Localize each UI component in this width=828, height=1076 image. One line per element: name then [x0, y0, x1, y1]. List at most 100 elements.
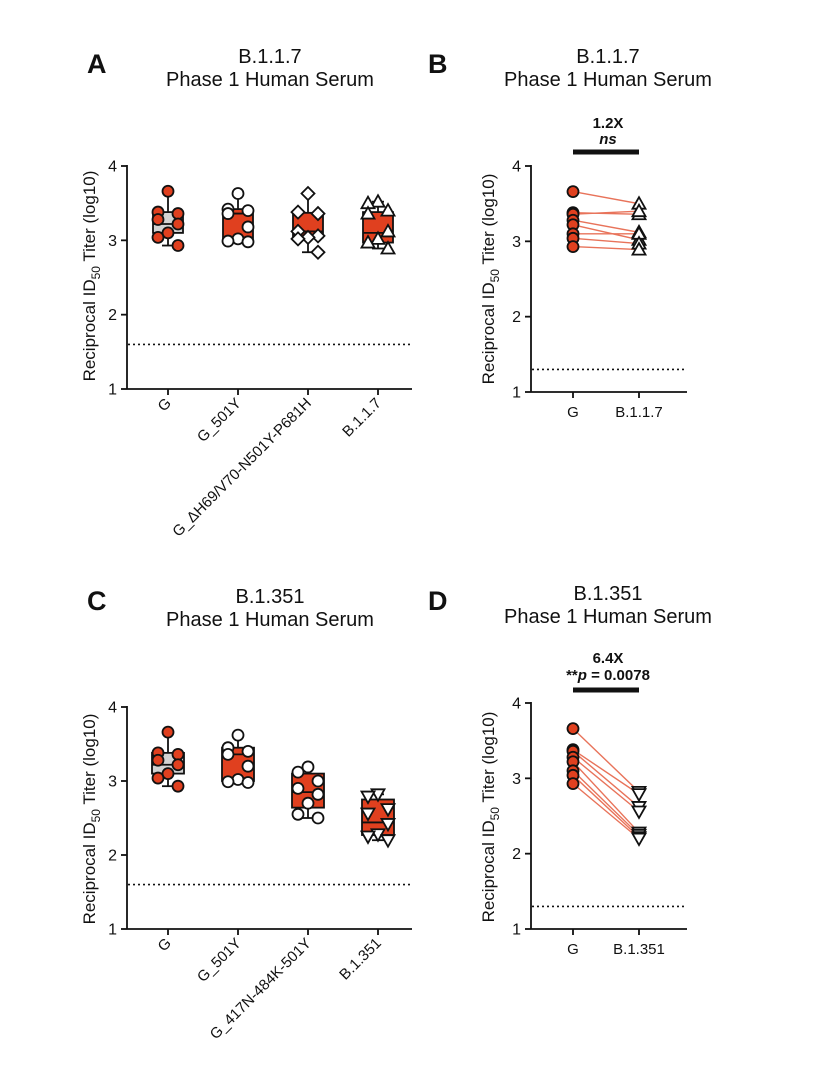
pair-line [572, 728, 640, 793]
data-point [379, 202, 397, 217]
data-point [291, 782, 305, 795]
panel-a-y-axis-label: Reciprocal ID50 Titer (log10) [80, 171, 103, 382]
data-point [630, 832, 648, 847]
pair-line [572, 749, 640, 795]
x-tick-label: B.1.1.7 [339, 395, 385, 441]
data-point [359, 205, 377, 220]
y-tick-label: 2 [512, 309, 521, 326]
x-tick-label: B.1.351 [336, 935, 385, 984]
y-tick-label: 4 [108, 700, 117, 717]
data-point [359, 807, 377, 822]
data-point [291, 807, 305, 821]
panel-letter-a: A [87, 49, 107, 79]
y-tick-label: 4 [512, 159, 521, 176]
y-axis-label-text: Reciprocal ID [80, 279, 99, 381]
y-axis-label-subscript: 50 [488, 269, 502, 283]
y-tick-label: 3 [512, 771, 521, 788]
data-point [379, 223, 397, 238]
data-point [290, 204, 306, 220]
data-point [311, 774, 325, 788]
data-point [310, 244, 326, 260]
data-point [379, 818, 397, 833]
panel-d-significance-p: p [577, 667, 587, 684]
data-point [161, 725, 175, 739]
data-point [300, 229, 316, 246]
pair-line [572, 750, 640, 808]
pair-line [572, 761, 640, 834]
data-point [359, 790, 377, 805]
y-tick-label: 2 [512, 846, 521, 863]
y-axis-label-text: Titer (log10) [479, 712, 498, 807]
panel-d-y-axis-label: Reciprocal ID50 Titer (log10) [479, 712, 502, 923]
data-point [151, 230, 165, 244]
panel-d: D B.1.351 Phase 1 Human Serum Reciprocal… [428, 583, 712, 958]
data-point [290, 231, 306, 247]
y-axis-label-subscript: 50 [89, 266, 103, 280]
y-axis-label-text: Reciprocal ID [479, 282, 498, 384]
data-point [301, 760, 315, 774]
data-point [379, 834, 397, 849]
data-point [301, 796, 315, 810]
data-point [359, 830, 377, 845]
data-point [221, 747, 235, 761]
panel-d-significance: **p = 0.0078 [566, 667, 650, 684]
panel-b-title-line1: B.1.1.7 [576, 46, 639, 68]
panel-d-plot: 1 2 3 4 G B.1.351 [512, 687, 687, 958]
x-tick-label: G [155, 935, 175, 955]
data-point [630, 788, 648, 803]
pair-line [572, 212, 640, 215]
panel-c: C B.1.351 Phase 1 Human Serum Reciprocal… [80, 586, 412, 1043]
y-tick-label: 3 [108, 774, 117, 791]
x-tick-label: G_501Y [194, 935, 245, 986]
panel-d-title-line2: Phase 1 Human Serum [504, 606, 712, 628]
data-point [566, 722, 580, 736]
pair-line [572, 210, 640, 215]
data-point [221, 775, 235, 789]
data-point [171, 217, 185, 231]
pair-line [572, 774, 640, 838]
y-axis-label-text: Titer (log10) [479, 174, 498, 269]
data-point [566, 185, 580, 199]
panel-letter-c: C [87, 586, 107, 616]
y-tick-label: 1 [512, 385, 521, 402]
y-tick-label: 1 [512, 922, 521, 939]
data-point [231, 187, 245, 200]
data-point [241, 776, 255, 789]
data-point [151, 213, 165, 226]
panel-letter-b: B [428, 49, 448, 79]
data-point [171, 758, 185, 772]
data-point [241, 220, 255, 234]
panel-a-title-line2: Phase 1 Human Serum [166, 69, 374, 91]
data-point [241, 204, 255, 218]
x-tick-label: G_501Y [194, 395, 245, 446]
x-tick-label: G_ΔH69/V70-N501Y-P681H [169, 395, 314, 540]
pair-line [572, 783, 640, 840]
data-point [171, 239, 185, 252]
data-point [311, 811, 325, 825]
y-tick-label: 2 [108, 307, 117, 324]
y-axis-label-text: Titer (log10) [80, 171, 99, 266]
x-tick-label: G [567, 404, 579, 421]
data-point [151, 771, 165, 785]
pair-line [572, 770, 640, 836]
data-point [310, 205, 326, 222]
x-tick-label: B.1.351 [613, 941, 665, 958]
y-tick-label: 1 [108, 922, 117, 939]
pair-line [572, 237, 640, 245]
panel-letter-d: D [428, 586, 448, 616]
data-point [171, 747, 185, 761]
y-tick-label: 1 [108, 382, 117, 399]
data-point [241, 235, 255, 249]
panel-d-fold-change: 6.4X [593, 650, 624, 667]
data-point [379, 240, 397, 255]
panel-b: B B.1.1.7 Phase 1 Human Serum Reciprocal… [428, 46, 712, 421]
pair-line [572, 245, 640, 251]
y-tick-label: 4 [108, 159, 117, 176]
panel-d-title-line1: B.1.351 [574, 583, 643, 605]
panel-b-title-line2: Phase 1 Human Serum [504, 69, 712, 91]
data-point [379, 803, 397, 818]
data-point [310, 228, 326, 244]
data-point [566, 240, 580, 254]
panel-d-significance-value: = 0.0078 [587, 667, 650, 684]
